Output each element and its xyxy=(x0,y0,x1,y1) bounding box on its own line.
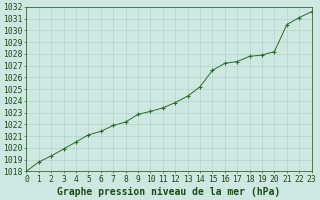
X-axis label: Graphe pression niveau de la mer (hPa): Graphe pression niveau de la mer (hPa) xyxy=(57,186,281,197)
